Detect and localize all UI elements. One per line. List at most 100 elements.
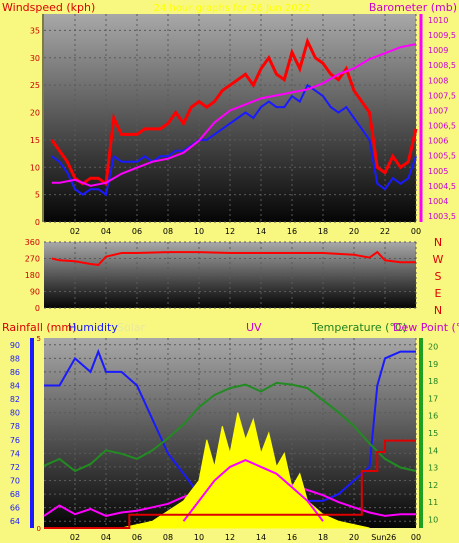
compass-label: E bbox=[435, 287, 442, 300]
x-tick-label: 08 bbox=[163, 227, 173, 236]
rain-y-ticks: 05 bbox=[37, 335, 41, 533]
x-tick-label: 04 bbox=[101, 533, 111, 542]
y-tick-label: 10 bbox=[30, 163, 40, 172]
y-tick-label: 15 bbox=[428, 429, 438, 438]
x-tick-label: 04 bbox=[101, 227, 111, 236]
x-tick-label: 00 bbox=[411, 227, 421, 236]
wind-series-line bbox=[50, 37, 418, 187]
y-tick-label: 1003,5 bbox=[428, 212, 456, 221]
y-tick-label: 72 bbox=[10, 463, 20, 472]
x-tick-label: 10 bbox=[194, 227, 204, 236]
x-tick-label: 16 bbox=[287, 227, 297, 236]
y-tick-label: 1006,5 bbox=[428, 122, 456, 131]
y-tick-label: 86 bbox=[10, 368, 20, 377]
rain-series-line bbox=[44, 439, 416, 529]
y-tick-label: 1007 bbox=[428, 106, 448, 115]
temperature-axis-label: Temperature (°C) bbox=[311, 321, 407, 334]
compass-label: W bbox=[433, 253, 444, 266]
y-tick-label: 5 bbox=[35, 191, 40, 200]
y-tick-label: 82 bbox=[10, 395, 20, 404]
y-tick-label: 78 bbox=[10, 422, 20, 431]
direction-series bbox=[51, 250, 416, 266]
y-tick-label: 1008,5 bbox=[428, 61, 456, 70]
climate-x-ticks: 02 04 06 08 10 12 14 16 18 20 Sun 26 00 bbox=[70, 533, 421, 542]
y-tick-label: 68 bbox=[10, 490, 20, 499]
baro-y-ticks: 1003,5 1004 1004,5 1005 1005,5 1006 1006,5 1007… bbox=[419, 14, 456, 222]
y-tick-label: 14 bbox=[428, 446, 438, 455]
y-tick-label: 11 bbox=[428, 498, 438, 507]
baro-series-line bbox=[51, 43, 417, 187]
y-tick-label: 90 bbox=[30, 288, 40, 297]
dewpoint-axis-label: Dew Point (°C bbox=[393, 321, 459, 334]
y-tick-label: 70 bbox=[10, 477, 20, 486]
y-tick-label: 35 bbox=[30, 26, 40, 35]
y-tick-label: 80 bbox=[10, 409, 20, 418]
y-tick-label: 90 bbox=[10, 341, 20, 350]
y-tick-label: 360 bbox=[25, 238, 40, 247]
x-tick-label: 10 bbox=[194, 533, 204, 542]
compass-label: S bbox=[435, 270, 442, 283]
y-tick-label: 1005,5 bbox=[428, 152, 456, 161]
y-tick-label: 1007,5 bbox=[428, 91, 456, 100]
y-tick-label: 270 bbox=[25, 255, 40, 264]
x-tick-label: 02 bbox=[70, 227, 80, 236]
y-tick-label: 5 bbox=[37, 335, 41, 343]
x-tick-label: 26 bbox=[386, 533, 396, 542]
x-tick-label: 16 bbox=[287, 533, 297, 542]
x-tick-label: 20 bbox=[349, 533, 359, 542]
y-tick-label: 20 bbox=[428, 343, 438, 352]
y-tick-label: 84 bbox=[10, 382, 20, 391]
y-tick-label: 88 bbox=[10, 354, 20, 363]
climate-series bbox=[43, 348, 417, 529]
uv-series-line bbox=[182, 459, 324, 522]
y-tick-label: 74 bbox=[10, 449, 20, 458]
uv-axis-label: UV bbox=[246, 321, 262, 334]
wind-x-ticks: 02 04 06 08 10 12 14 16 18 20 22 00 bbox=[70, 227, 421, 236]
direction-series-line bbox=[51, 250, 416, 266]
x-tick-label: 12 bbox=[225, 533, 235, 542]
barometer-axis-label: Barometer (mb) bbox=[369, 1, 457, 14]
y-tick-label: 30 bbox=[30, 54, 40, 63]
x-tick-label: 02 bbox=[70, 533, 80, 542]
x-tick-label: 20 bbox=[349, 227, 359, 236]
y-tick-label: 1008 bbox=[428, 76, 448, 85]
x-tick-label: 08 bbox=[163, 533, 173, 542]
y-tick-label: 19 bbox=[428, 360, 438, 369]
compass-label: N bbox=[434, 236, 442, 249]
y-tick-label: 10 bbox=[428, 515, 438, 524]
y-tick-label: 20 bbox=[30, 109, 40, 118]
y-tick-label: 0 bbox=[35, 218, 40, 227]
x-tick-label: 00 bbox=[411, 533, 421, 542]
x-tick-label: 18 bbox=[318, 227, 328, 236]
y-tick-label: 64 bbox=[10, 517, 20, 526]
humidity-y-ticks: 64 66 68 70 72 74 76 78 80 82 84 86 88 90 bbox=[10, 341, 20, 526]
wind-series bbox=[50, 37, 418, 197]
x-tick-label: 06 bbox=[132, 533, 142, 542]
temp-y-ticks: 10 11 12 13 14 15 16 17 18 19 20 bbox=[428, 343, 438, 525]
y-tick-label: 13 bbox=[428, 464, 438, 473]
y-tick-label: 1005 bbox=[428, 167, 448, 176]
x-tick-label: Sun bbox=[371, 533, 386, 542]
chart-title: 24 hour graphs for 26 Jun 2022 bbox=[154, 3, 311, 14]
y-tick-label: 1010 bbox=[428, 16, 448, 25]
y-tick-label: 17 bbox=[428, 394, 438, 403]
y-tick-label: 12 bbox=[428, 481, 438, 490]
y-tick-label: 1006 bbox=[428, 137, 448, 146]
x-tick-label: 14 bbox=[256, 227, 266, 236]
avg-wind-series-line bbox=[51, 83, 417, 197]
y-tick-label: 25 bbox=[30, 81, 40, 90]
x-tick-label: 06 bbox=[132, 227, 142, 236]
y-tick-label: 1009 bbox=[428, 46, 448, 55]
y-tick-label: 0 bbox=[35, 304, 40, 313]
y-tick-label: 180 bbox=[25, 271, 40, 280]
y-tick-label: 18 bbox=[428, 377, 438, 386]
direction-y-ticks: 0 90 180 270 360 bbox=[25, 238, 40, 313]
windspeed-axis-label: Windspeed (kph) bbox=[2, 1, 95, 14]
solar-axis-label: Solar bbox=[117, 321, 146, 334]
y-tick-label: 0 bbox=[37, 525, 41, 533]
y-tick-label: 1004,5 bbox=[428, 182, 456, 191]
temp-axis-bar bbox=[419, 338, 423, 528]
humidity-axis-label: Humidity bbox=[68, 321, 118, 334]
